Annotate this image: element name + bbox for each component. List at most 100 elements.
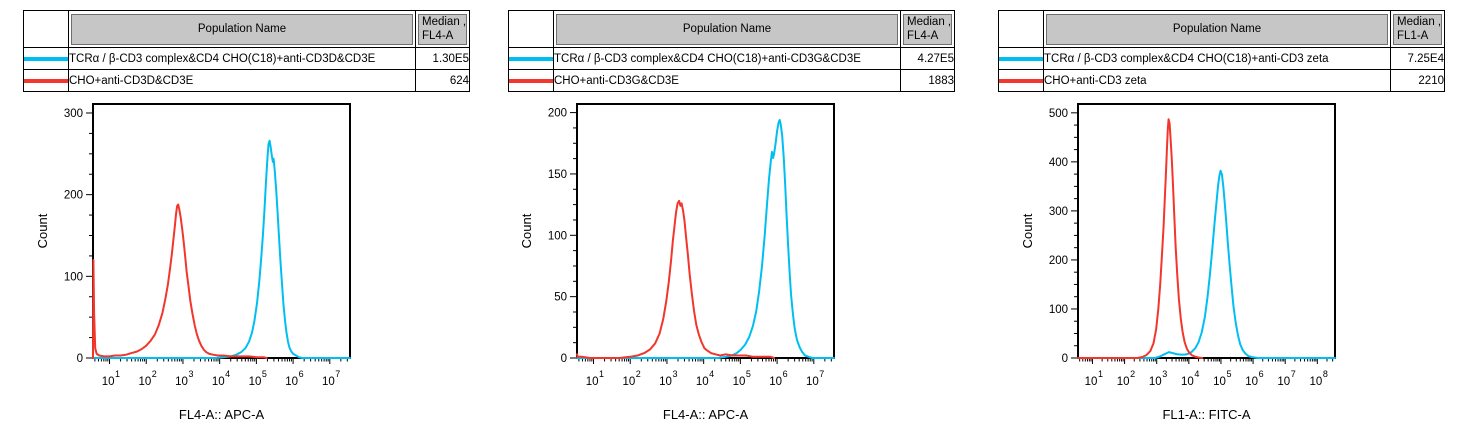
median-value: 1883 [900,69,955,92]
legend-swatch-header-cell [23,10,69,48]
legend-line-red [999,78,1043,83]
population-name: CHO+anti-CD3D&CD3E [68,69,416,92]
x-tick-label-exponent: 6 [299,369,304,379]
table-row: CHO+anti-CD3 zeta 2210 [998,69,1445,92]
x-tick-label-exponent: 5 [1226,369,1231,379]
median-header-line1: Median , [907,16,952,28]
histogram-curve-red [576,199,776,359]
x-tick-label-base: 10 [175,376,188,388]
median-header-cell: Median , FL4-A [900,10,955,48]
y-axis-title: Count [519,213,534,248]
x-tick-label-base: 10 [1213,376,1226,388]
x-tick-label-exponent: 7 [819,369,824,379]
population-name-header-cell: Population Name [1043,10,1391,48]
population-name: CHO+anti-CD3 zeta [1043,69,1391,92]
population-name: TCRα / β-CD3 complex&CD4 CHO(C18)+anti-C… [1043,47,1391,70]
population-name: TCRα / β-CD3 complex&CD4 CHO(C18)+anti-C… [553,47,901,70]
y-tick-label: 200 [1049,255,1068,267]
x-tick-label-base: 10 [322,376,335,388]
y-tick-label: 0 [77,353,83,365]
table-row: CHO+anti-CD3G&CD3E 1883 [508,69,955,92]
panel-fl1-cd3zeta: Population Name Median , FL1-A TCRα / β-… [995,10,1447,446]
y-axis-title: Count [1020,213,1035,248]
x-tick-label-exponent: 3 [1162,369,1167,379]
x-tick-label-exponent: 4 [225,369,230,379]
x-tick-label-base: 10 [586,376,599,388]
histogram-curve-red [92,203,268,359]
legend-swatch-cell [998,47,1044,70]
median-value: 1.30E5 [415,47,470,70]
x-tick-label-base: 10 [806,376,819,388]
median-header-line2: FL4-A [907,30,939,42]
x-tick-label-base: 10 [659,376,672,388]
legend-line-cyan [999,56,1043,61]
histogram-chart-fl1-cd3zeta: 0100200300400500101102103104105106107108… [1020,103,1336,422]
x-tick-label-exponent: 1 [115,369,120,379]
population-name-header: Population Name [1046,13,1388,45]
x-tick-label-base: 10 [212,376,225,388]
y-tick-label: 500 [1049,108,1068,120]
y-tick-label: 100 [1049,304,1068,316]
histogram-chart-fl4-cd3g: 050100150200101102103104105106107FL4-A::… [519,103,835,422]
x-axis-title: FL1-A:: FITC-A [1162,407,1250,422]
legend-line-cyan [509,56,553,61]
x-tick-label-exponent: 7 [1291,369,1296,379]
legend-table: Population Name Median , FL4-A TCRα / β-… [508,10,955,92]
y-tick-label: 200 [64,190,83,202]
x-tick-label-exponent: 5 [746,369,751,379]
median-value: 7.25E4 [1390,47,1445,70]
y-tick-label: 200 [548,108,567,120]
x-tick-label-base: 10 [249,376,262,388]
histogram-curve-cyan [576,119,835,359]
panel-fl4-cd3g: Population Name Median , FL4-A TCRα / β-… [505,10,957,446]
legend-swatch-cell [23,69,69,92]
x-tick-label-exponent: 2 [1130,369,1135,379]
median-header-line2: FL4-A [422,30,454,42]
histogram-curve-cyan [1077,169,1336,359]
median-header-line1: Median , [422,16,467,28]
population-name-header-cell: Population Name [553,10,901,48]
table-row: TCRα / β-CD3 complex&CD4 CHO(C18)+anti-C… [23,47,470,70]
y-tick-label: 300 [64,108,83,120]
x-tick-label-exponent: 4 [1194,369,1199,379]
median-header: Median , FL4-A [418,13,467,45]
table-row: TCRα / β-CD3 complex&CD4 CHO(C18)+anti-C… [508,47,955,70]
legend-swatch-header-cell [998,10,1044,48]
population-name-header-cell: Population Name [68,10,416,48]
x-tick-label-exponent: 3 [672,369,677,379]
x-tick-label-exponent: 3 [188,369,193,379]
x-tick-label-exponent: 1 [1098,369,1103,379]
x-axis-title: FL4-A:: APC-A [179,407,265,422]
median-header: Median , FL4-A [903,13,952,45]
x-tick-label-exponent: 2 [636,369,641,379]
x-tick-label-base: 10 [1085,376,1098,388]
population-name: TCRα / β-CD3 complex&CD4 CHO(C18)+anti-C… [68,47,416,70]
x-tick-label-base: 10 [1117,376,1130,388]
x-tick-label-base: 10 [622,376,635,388]
legend-swatch-cell [508,47,554,70]
legend-table: Population Name Median , FL4-A TCRα / β-… [23,10,470,92]
median-value: 2210 [1390,69,1445,92]
y-axis-title: Count [35,213,50,248]
median-header-cell: Median , FL4-A [415,10,470,48]
y-tick-label: 150 [548,169,567,181]
median-value: 624 [415,69,470,92]
x-tick-label-base: 10 [696,376,709,388]
x-tick-label-base: 10 [285,376,298,388]
panel-fl4-cd3d: Population Name Median , FL4-A TCRα / β-… [20,10,472,446]
plot-frame [1077,103,1336,359]
population-name: CHO+anti-CD3G&CD3E [553,69,901,92]
x-tick-label-base: 10 [769,376,782,388]
median-header-line2: FL1-A [1397,30,1429,42]
x-tick-label-exponent: 5 [262,369,267,379]
plot-frame [92,103,351,359]
plot-area: 0100200300400500101102103104105106107108… [1020,103,1336,422]
table-row: CHO+anti-CD3D&CD3E 624 [23,69,470,92]
x-tick-label-exponent: 7 [335,369,340,379]
x-tick-label-base: 10 [102,376,115,388]
median-header-cell: Median , FL1-A [1390,10,1445,48]
legend-table: Population Name Median , FL1-A TCRα / β-… [998,10,1445,92]
x-tick-label-base: 10 [138,376,151,388]
